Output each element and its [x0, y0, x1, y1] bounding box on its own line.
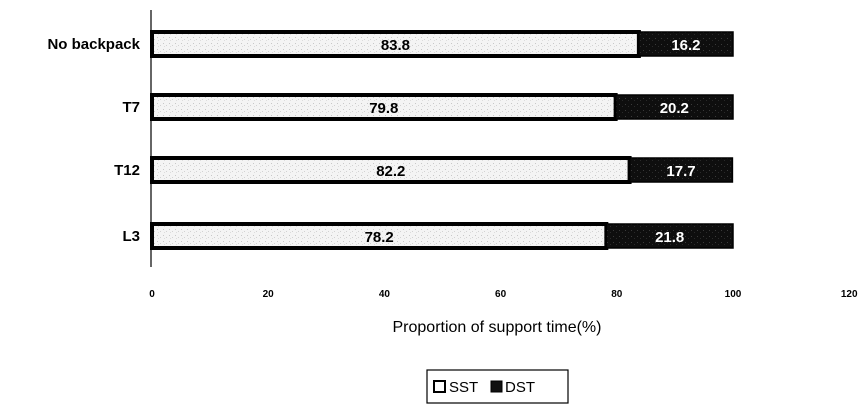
- x-tick-40: 40: [379, 289, 391, 300]
- x-tick-60: 60: [495, 289, 507, 300]
- legend-label-sst: SST: [449, 379, 478, 396]
- x-tick-120: 120: [841, 289, 858, 300]
- x-tick-100: 100: [725, 289, 742, 300]
- x-tick-20: 20: [263, 289, 275, 300]
- category-label-1: No backpack: [47, 36, 140, 53]
- data-label-dst-1: 16.2: [671, 37, 700, 54]
- data-label-dst-4: 21.8: [655, 229, 684, 246]
- category-label-4: L3: [122, 228, 140, 245]
- legend-swatch-dst: [490, 380, 503, 393]
- x-axis-label: Proportion of support time(%): [393, 319, 602, 336]
- data-label-dst-2: 20.2: [660, 100, 689, 117]
- x-tick-80: 80: [611, 289, 623, 300]
- data-label-sst-4: 78.2: [365, 229, 394, 246]
- category-labels: No backpack T7 T12 L3: [47, 36, 140, 245]
- legend-label-dst: DST: [505, 379, 535, 396]
- plot-area: 83.8 16.2 79.8 20.2 82.2 17.7 78.2 21.8 No back…: [47, 10, 858, 300]
- bar-dst-4: [605, 223, 734, 249]
- category-label-2: T7: [122, 99, 140, 116]
- data-label-sst-1: 83.8: [381, 37, 410, 54]
- x-tick-labels: 0 20 40 60 80 100 120: [149, 289, 858, 300]
- data-label-dst-3: 17.7: [666, 163, 695, 180]
- legend-swatch-sst: [433, 380, 446, 393]
- bar-dst-1: [638, 31, 734, 57]
- bar-dst-3: [628, 157, 734, 183]
- bar-dst-2: [614, 94, 734, 120]
- data-label-sst-2: 79.8: [369, 100, 398, 117]
- bars-group: 83.8 16.2 79.8 20.2 82.2 17.7 78.2 21.8: [150, 30, 734, 250]
- category-label-3: T12: [114, 162, 140, 179]
- legend: SST DST: [426, 369, 569, 404]
- bar-sst-2: [150, 93, 618, 121]
- x-tick-0: 0: [149, 289, 155, 300]
- data-label-sst-3: 82.2: [376, 163, 405, 180]
